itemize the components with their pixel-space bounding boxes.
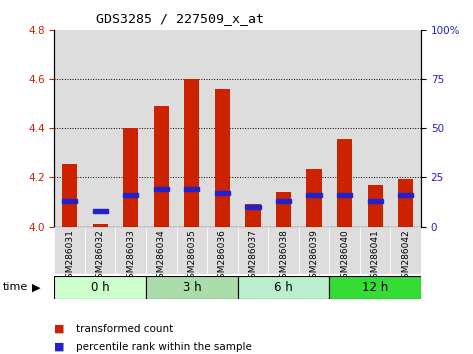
Bar xyxy=(368,185,383,227)
Bar xyxy=(154,106,169,227)
Bar xyxy=(85,30,115,227)
Text: 0 h: 0 h xyxy=(91,281,110,294)
Bar xyxy=(276,199,291,203)
Bar xyxy=(123,128,139,227)
Text: GSM286039: GSM286039 xyxy=(309,229,318,284)
Text: GSM286032: GSM286032 xyxy=(96,229,105,284)
Bar xyxy=(390,227,421,274)
Bar xyxy=(360,30,390,227)
Bar xyxy=(215,191,230,195)
Text: 3 h: 3 h xyxy=(183,281,201,294)
Text: GSM286041: GSM286041 xyxy=(371,229,380,284)
Bar xyxy=(268,227,299,274)
Text: ▶: ▶ xyxy=(32,282,41,292)
Text: 6 h: 6 h xyxy=(274,281,293,294)
Text: GSM286040: GSM286040 xyxy=(340,229,349,284)
Text: ■: ■ xyxy=(54,342,65,352)
Bar xyxy=(299,227,329,274)
Bar xyxy=(62,199,77,203)
Bar xyxy=(329,276,421,299)
Text: time: time xyxy=(2,282,27,292)
Bar xyxy=(184,187,200,191)
Bar xyxy=(398,179,413,227)
Bar xyxy=(54,30,85,227)
Bar xyxy=(93,209,108,213)
Text: GSM286035: GSM286035 xyxy=(187,229,196,284)
Text: transformed count: transformed count xyxy=(76,324,173,334)
Text: GSM286033: GSM286033 xyxy=(126,229,135,284)
Bar xyxy=(54,227,85,274)
Bar xyxy=(54,276,146,299)
Bar xyxy=(123,193,139,197)
Text: 12 h: 12 h xyxy=(362,281,388,294)
Bar xyxy=(337,139,352,227)
Bar xyxy=(276,192,291,227)
Bar xyxy=(146,276,237,299)
Bar xyxy=(398,193,413,197)
Bar xyxy=(245,205,261,227)
Text: ■: ■ xyxy=(54,324,65,334)
Bar xyxy=(176,30,207,227)
Bar xyxy=(329,30,360,227)
Bar xyxy=(207,30,237,227)
Text: GSM286037: GSM286037 xyxy=(248,229,257,284)
Bar xyxy=(115,227,146,274)
Text: percentile rank within the sample: percentile rank within the sample xyxy=(76,342,252,352)
Text: GDS3285 / 227509_x_at: GDS3285 / 227509_x_at xyxy=(96,12,264,25)
Bar xyxy=(360,227,390,274)
Text: GSM286036: GSM286036 xyxy=(218,229,227,284)
Bar xyxy=(176,227,207,274)
Text: GSM286034: GSM286034 xyxy=(157,229,166,284)
Bar xyxy=(85,227,115,274)
Bar xyxy=(237,30,268,227)
Bar xyxy=(146,30,176,227)
Bar xyxy=(390,30,421,227)
Bar xyxy=(307,169,322,227)
Bar xyxy=(245,205,261,209)
Bar xyxy=(154,187,169,191)
Bar xyxy=(299,30,329,227)
Bar xyxy=(93,224,108,227)
Bar xyxy=(329,227,360,274)
Bar xyxy=(337,193,352,197)
Bar xyxy=(237,227,268,274)
Bar xyxy=(268,30,299,227)
Text: GSM286042: GSM286042 xyxy=(401,229,410,284)
Bar xyxy=(215,89,230,227)
Text: GSM286038: GSM286038 xyxy=(279,229,288,284)
Bar xyxy=(207,227,237,274)
Bar xyxy=(115,30,146,227)
Text: GSM286031: GSM286031 xyxy=(65,229,74,284)
Bar xyxy=(62,164,77,227)
Bar xyxy=(368,199,383,203)
Bar xyxy=(184,79,200,227)
Bar xyxy=(307,193,322,197)
Bar xyxy=(146,227,176,274)
Bar xyxy=(237,276,329,299)
